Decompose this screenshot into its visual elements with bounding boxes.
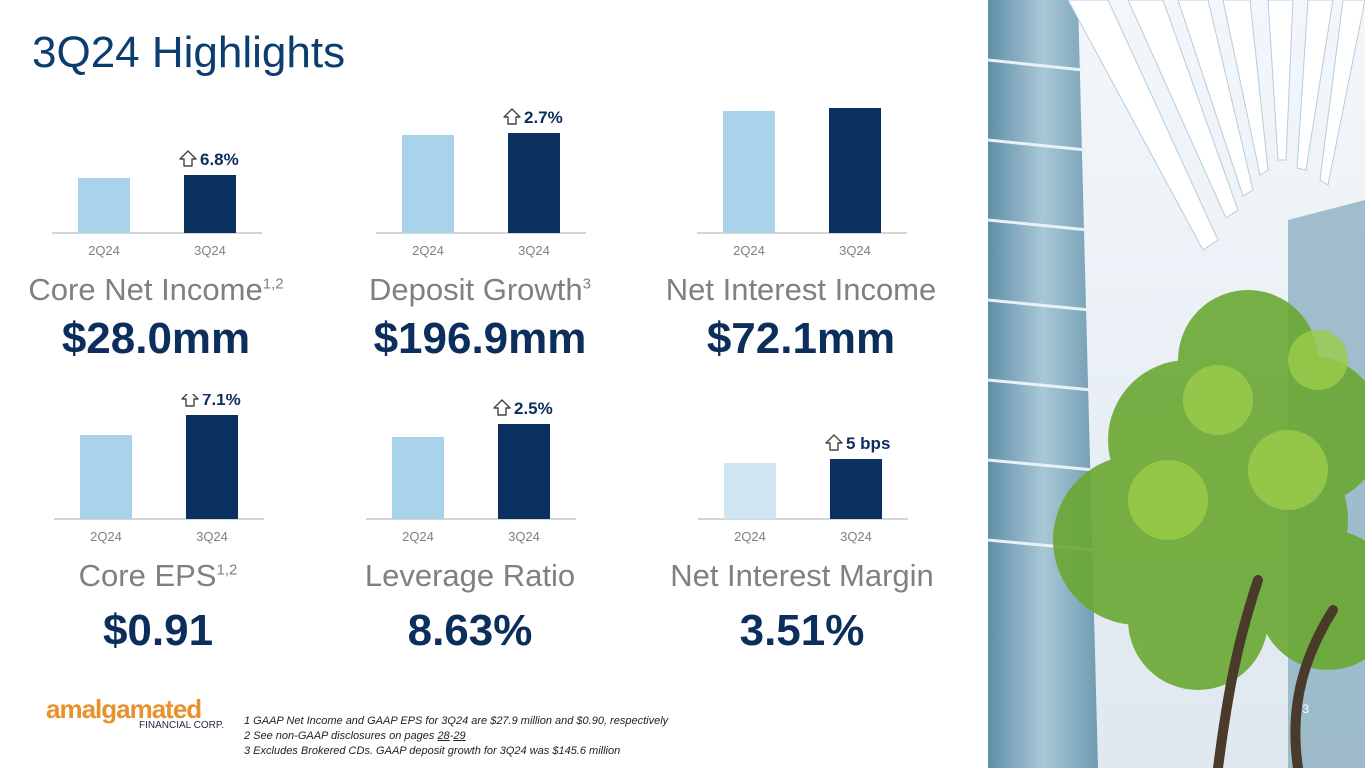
bar-3q24 <box>498 424 550 519</box>
footnote-3: 3 Excludes Brokered CDs. GAAP deposit gr… <box>244 745 621 757</box>
tick-label: 3Q24 <box>518 243 550 258</box>
metric-label: Net Interest Margin <box>670 558 934 593</box>
bar-chart: 2Q24 3Q24 6.8% <box>6 108 306 298</box>
tick-label: 3Q24 <box>194 243 226 258</box>
metric-card-core-net-income: 2Q24 3Q24 6.8% Core Net Income1,2 $28.0mm <box>6 108 306 408</box>
metric-label: Leverage Ratio <box>364 558 576 593</box>
bar-2q24 <box>402 135 454 233</box>
page-number: 3 <box>1302 702 1309 716</box>
bar-chart-svg: 2Q24 3Q24 2.7% <box>376 108 586 258</box>
metric-value: $72.1mm <box>706 314 896 363</box>
bar-chart: 2Q24 3Q24 5 bps <box>652 394 952 584</box>
photo-illustration <box>988 0 1365 768</box>
tick-label: 2Q24 <box>402 529 434 544</box>
metric-label: Core EPS1,2 <box>78 558 238 593</box>
change-label: 2.7% <box>524 108 563 127</box>
page-title: 3Q24 Highlights <box>32 28 346 77</box>
company-logo: amalgamated FINANCIAL CORP. <box>46 694 226 734</box>
metric-value: $28.0mm <box>61 314 251 363</box>
metric-card-core-eps: 2Q24 3Q24 7.1% Core EPS1,2 $0.91 <box>8 394 308 694</box>
bar-chart-svg: 2Q243Q244.2% <box>697 108 907 258</box>
metric-label: Net Interest Income <box>665 272 937 307</box>
tick-label: 3Q24 <box>196 529 228 544</box>
tick-label: 2Q24 <box>412 243 444 258</box>
tick-label: 3Q24 <box>839 243 871 258</box>
building-trees-photo: 3 <box>988 0 1365 768</box>
bar-2q24 <box>724 463 776 519</box>
tick-label: 2Q24 <box>88 243 120 258</box>
bar-3q24 <box>186 415 238 519</box>
change-label: 7.1% <box>202 394 241 409</box>
up-arrow-icon <box>181 394 199 407</box>
up-arrow-icon <box>179 150 197 167</box>
metric-value: 8.63% <box>407 606 533 655</box>
tick-label: 2Q24 <box>90 529 122 544</box>
bar-2q24 <box>80 435 132 519</box>
change-label: 6.8% <box>200 150 239 169</box>
bar-2q24 <box>723 111 775 233</box>
bar-3q24 <box>184 175 236 233</box>
footnotes: 1 GAAP Net Income and GAAP EPS for 3Q24 … <box>244 714 668 759</box>
bar-chart: 2Q243Q244.2% <box>651 108 951 298</box>
bar-3q24 <box>508 133 560 233</box>
page-link-28[interactable]: 28 <box>437 730 450 742</box>
logo-wordmark: amalgamated <box>46 694 202 724</box>
metric-label: Deposit Growth3 <box>369 272 591 307</box>
metric-card-net-interest-margin: 2Q24 3Q24 5 bps Net Interest Margin 3.51% <box>652 394 952 694</box>
bar-chart: 2Q24 3Q24 2.5% <box>320 394 620 584</box>
bar-chart-svg: 2Q24 3Q24 7.1% <box>54 394 264 544</box>
metric-value: 3.51% <box>739 606 865 655</box>
tick-label: 2Q24 <box>734 529 766 544</box>
bar-chart-svg: 2Q24 3Q24 6.8% <box>52 150 262 258</box>
tick-label: 3Q24 <box>508 529 540 544</box>
bar-chart-svg: 2Q24 3Q24 2.5% <box>366 399 576 544</box>
up-arrow-icon <box>825 434 843 451</box>
page-link-29[interactable]: 29 <box>453 730 466 742</box>
bar-chart: 2Q24 3Q24 7.1% <box>8 394 308 584</box>
footnote-1: 1 GAAP Net Income and GAAP EPS for 3Q24 … <box>244 715 669 727</box>
metric-value: $0.91 <box>102 606 214 655</box>
logo-subtitle: FINANCIAL CORP. <box>138 720 224 731</box>
tick-label: 2Q24 <box>733 243 765 258</box>
bar-3q24 <box>829 108 881 233</box>
bar-2q24 <box>78 178 130 233</box>
up-arrow-icon <box>503 108 521 125</box>
metric-card-leverage-ratio: 2Q24 3Q24 2.5% Leverage Ratio 8.63% <box>320 394 620 694</box>
up-arrow-icon <box>493 399 511 416</box>
metric-card-deposit-growth: 2Q24 3Q24 2.7% Deposit Growth3 $196.9mm <box>330 108 630 408</box>
bar-chart: 2Q24 3Q24 2.7% <box>330 108 630 298</box>
change-label: 5 bps <box>846 434 890 453</box>
metric-card-net-interest-income: 2Q243Q244.2% Net Interest Income $72.1mm <box>651 108 951 408</box>
bar-2q24 <box>392 437 444 519</box>
tick-label: 3Q24 <box>840 529 872 544</box>
footnote-2: 2 See non-GAAP disclosures on pages 28-2… <box>244 730 466 742</box>
metric-value: $196.9mm <box>373 314 587 363</box>
metric-label: Core Net Income1,2 <box>28 272 284 307</box>
bar-chart-svg: 2Q24 3Q24 5 bps <box>698 434 908 544</box>
change-label: 2.5% <box>514 399 553 418</box>
bar-3q24 <box>830 459 882 519</box>
